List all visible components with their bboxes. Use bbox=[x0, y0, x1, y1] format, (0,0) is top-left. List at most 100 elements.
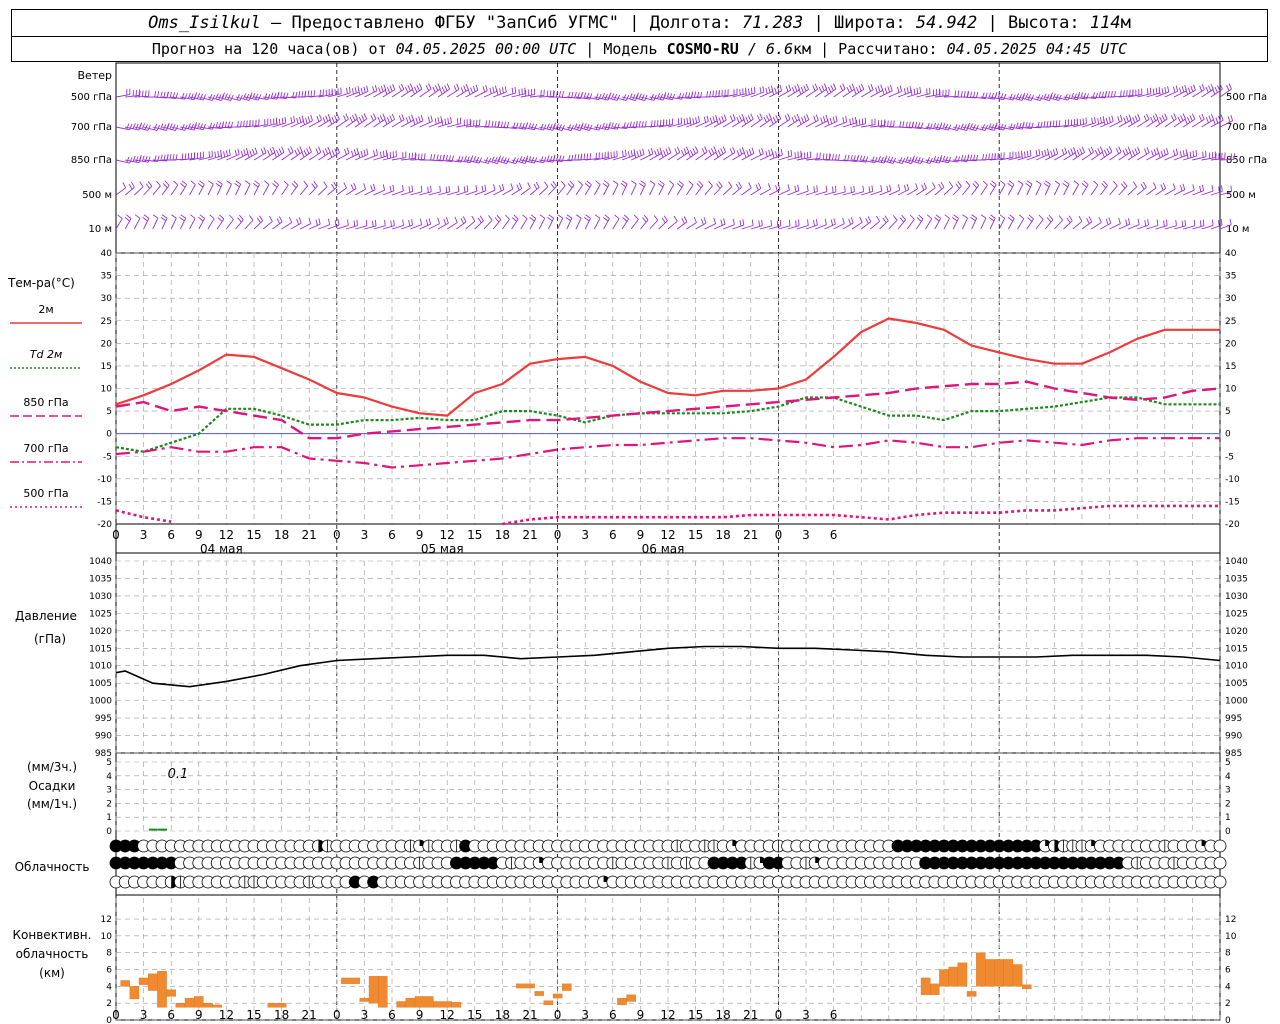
wind-barb bbox=[631, 148, 645, 161]
wind-barb bbox=[115, 214, 123, 230]
wind-barb bbox=[713, 218, 726, 230]
temp-ytick-right: 5 bbox=[1225, 407, 1231, 417]
pressure-ytick-left: 1005 bbox=[89, 679, 112, 689]
wind-barb bbox=[1072, 117, 1087, 128]
wind-barb bbox=[281, 216, 293, 230]
wind-barb bbox=[667, 92, 685, 100]
wind-barb bbox=[207, 180, 214, 196]
time-tick-label: 0 bbox=[554, 528, 562, 542]
wind-barb bbox=[189, 214, 196, 230]
conv-panel-title-2: облачность bbox=[16, 947, 89, 961]
wind-barb bbox=[934, 181, 945, 196]
wind-barb bbox=[465, 84, 479, 98]
cloud-cover-symbol bbox=[238, 875, 252, 889]
wind-barb bbox=[308, 146, 322, 161]
wind-barbs-group bbox=[115, 83, 1236, 230]
wind-barb bbox=[1137, 219, 1150, 230]
conv-time-tick: 3 bbox=[802, 1008, 810, 1022]
wind-barb bbox=[198, 214, 205, 230]
wind-barb bbox=[989, 180, 997, 196]
precip-unit-1h: (мм/1ч.) bbox=[27, 797, 77, 811]
wind-barb bbox=[456, 84, 469, 98]
time-tick-label: 3 bbox=[361, 528, 369, 542]
wind-barb bbox=[235, 147, 249, 161]
wind-barb bbox=[695, 217, 707, 230]
wind-barb bbox=[539, 90, 555, 98]
conv-cloud-block bbox=[516, 983, 535, 989]
wind-barb bbox=[502, 86, 517, 98]
wind-barb bbox=[1026, 94, 1044, 102]
wind-barb bbox=[732, 147, 745, 161]
wind-barb bbox=[115, 123, 133, 131]
wind-barb bbox=[262, 180, 270, 196]
wind-barb bbox=[557, 124, 575, 132]
wind-barb bbox=[1210, 219, 1223, 230]
wind-barb bbox=[741, 219, 754, 230]
conv-time-tick: 21 bbox=[522, 1008, 537, 1022]
wind-barb bbox=[1043, 180, 1051, 196]
wind-barb bbox=[612, 94, 630, 102]
wind-barb bbox=[861, 118, 876, 128]
wind-barb bbox=[262, 215, 273, 230]
wind-barb bbox=[787, 84, 801, 98]
wind-barb bbox=[437, 185, 451, 196]
wind-barb bbox=[1081, 216, 1093, 230]
wind-barb bbox=[539, 123, 556, 131]
wind-barb bbox=[235, 214, 244, 230]
wind-barb bbox=[511, 182, 523, 196]
wind-barb bbox=[962, 122, 979, 132]
wind-barb bbox=[244, 92, 262, 101]
precip-ytick-left: 2 bbox=[106, 799, 112, 809]
wind-barb bbox=[538, 181, 549, 196]
precip-ytick-left: 3 bbox=[106, 786, 112, 796]
pressure-ytick-right: 995 bbox=[1225, 714, 1242, 724]
wind-barb bbox=[851, 117, 867, 128]
time-tick-label: 18 bbox=[495, 528, 510, 542]
wind-level-label-left: 850 гПа bbox=[71, 155, 112, 166]
cloud-cover-symbol bbox=[670, 839, 684, 853]
wind-barb bbox=[1164, 113, 1177, 128]
wind-barb bbox=[998, 180, 1006, 196]
wind-barb bbox=[1210, 185, 1223, 196]
wind-barb bbox=[667, 146, 681, 161]
temp-ytick-left: 40 bbox=[101, 249, 113, 259]
wind-barb bbox=[971, 180, 980, 196]
temp-panel-title: Тем-ра(°C) bbox=[7, 276, 75, 290]
wind-barb bbox=[658, 215, 668, 230]
wind-barb bbox=[520, 122, 538, 131]
time-tick-label: 6 bbox=[388, 528, 396, 542]
precip-bar bbox=[158, 828, 167, 831]
wind-barb bbox=[281, 116, 296, 128]
pressure-panel-title: Давление bbox=[15, 609, 77, 623]
wind-barb bbox=[143, 181, 153, 196]
temp-ytick-left: 25 bbox=[101, 317, 112, 327]
wind-barb bbox=[686, 180, 694, 196]
wind-barb bbox=[916, 87, 931, 98]
wind-barb bbox=[907, 121, 924, 130]
wind-barb bbox=[999, 93, 1016, 101]
wind-barb bbox=[299, 90, 316, 98]
precip-bar bbox=[148, 828, 158, 831]
wind-barb bbox=[870, 215, 880, 230]
wind-barb bbox=[796, 219, 809, 230]
wind-barb bbox=[308, 114, 322, 128]
wind-barb bbox=[234, 180, 242, 196]
wind-barb bbox=[741, 113, 754, 128]
wind-barb bbox=[226, 148, 240, 161]
wind-barb bbox=[1017, 180, 1024, 196]
wind-barb bbox=[860, 84, 874, 98]
wind-barb bbox=[548, 181, 557, 196]
conv-cloud-block bbox=[405, 997, 416, 1008]
wind-barb bbox=[778, 219, 791, 230]
conv-cloud-block bbox=[433, 1001, 452, 1008]
conv-panel-unit: (км) bbox=[39, 966, 65, 980]
conv-ytick-right: 4 bbox=[1225, 982, 1231, 992]
time-tick-label: 9 bbox=[195, 528, 203, 542]
wind-barb bbox=[1127, 181, 1138, 196]
wind-barb bbox=[713, 89, 729, 98]
wind-barb bbox=[197, 180, 205, 196]
wind-barb bbox=[1062, 180, 1070, 196]
wind-barb bbox=[640, 147, 654, 161]
wind-barb bbox=[796, 151, 812, 161]
wind-barb bbox=[1090, 216, 1102, 230]
